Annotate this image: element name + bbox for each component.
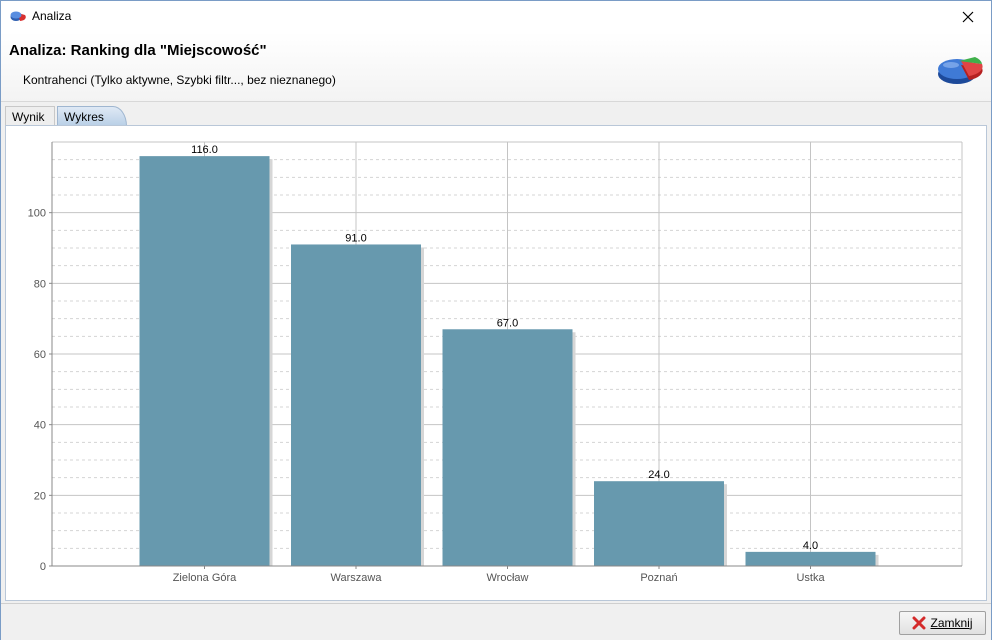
footer-bar: Zamknij bbox=[1, 603, 991, 640]
bar-value-label: 24.0 bbox=[648, 469, 669, 481]
bar bbox=[442, 329, 573, 566]
pie-chart-icon bbox=[10, 11, 26, 21]
bar-value-label: 116.0 bbox=[191, 144, 218, 156]
page-title: Analiza: Ranking dla "Miejscowość" bbox=[9, 42, 267, 59]
tab-wykres[interactable]: Wykres bbox=[57, 106, 127, 126]
analysis-header: Analiza: Ranking dla "Miejscowość" Kontr… bbox=[1, 32, 991, 102]
x-tick-label: Ustka bbox=[796, 572, 825, 584]
x-tick-label: Wrocław bbox=[487, 572, 529, 584]
x-tick-label: Warszawa bbox=[331, 572, 383, 584]
bar bbox=[291, 244, 421, 566]
x-tick-label: Poznań bbox=[640, 572, 677, 584]
y-tick-label: 100 bbox=[28, 208, 46, 220]
pie-chart-icon bbox=[938, 57, 983, 84]
tab-bar: Wynik Wykres bbox=[5, 104, 987, 126]
bar-value-label: 67.0 bbox=[497, 317, 518, 329]
y-tick-label: 80 bbox=[34, 278, 46, 290]
bar bbox=[594, 481, 724, 566]
y-tick-label: 20 bbox=[34, 490, 46, 502]
bar bbox=[745, 551, 876, 566]
close-icon bbox=[962, 11, 974, 22]
bar-value-label: 91.0 bbox=[345, 232, 366, 244]
y-tick-label: 60 bbox=[34, 349, 46, 361]
x-tick-label: Zielona Góra bbox=[173, 572, 237, 584]
y-tick-label: 40 bbox=[34, 420, 46, 432]
bar bbox=[139, 156, 270, 566]
title-bar: Analiza bbox=[1, 1, 991, 32]
close-dialog-button-label: Zamknij bbox=[930, 616, 973, 630]
close-dialog-button[interactable]: Zamknij bbox=[899, 611, 986, 635]
tab-wynik[interactable]: Wynik bbox=[5, 106, 55, 126]
chart-panel: 116.0 Zielona Góra 91.0 Warszawa 67.0 Wrocław… bbox=[5, 125, 987, 601]
red-x-icon bbox=[912, 616, 926, 630]
y-tick-label: 0 bbox=[40, 561, 46, 573]
bar-value-label: 4.0 bbox=[803, 540, 818, 552]
page-subtitle: Kontrahenci (Tylko aktywne, Szybki filtr… bbox=[23, 73, 336, 87]
window-close-button[interactable] bbox=[945, 1, 991, 32]
bar-chart: 116.0 Zielona Góra 91.0 Warszawa 67.0 Wrocław… bbox=[28, 141, 963, 584]
window-title: Analiza bbox=[32, 9, 72, 23]
